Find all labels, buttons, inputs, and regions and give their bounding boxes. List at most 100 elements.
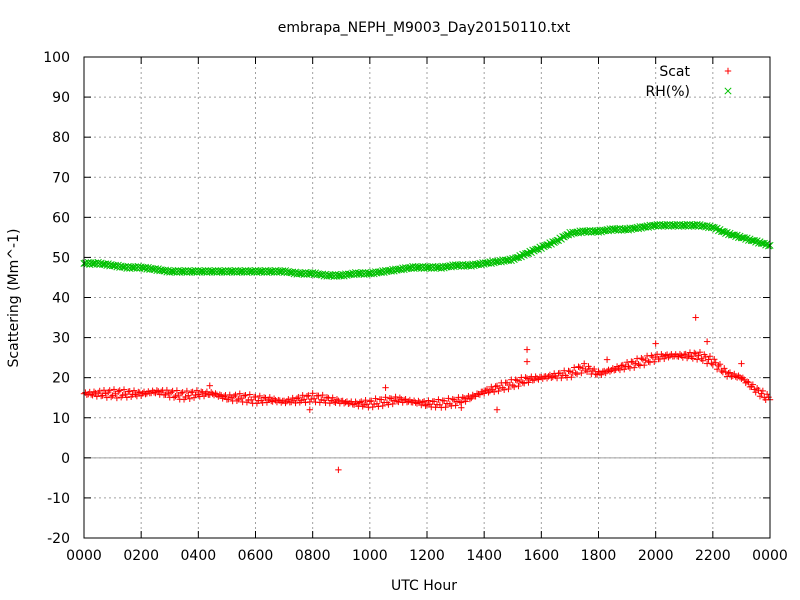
data-point bbox=[299, 392, 306, 399]
data-point bbox=[691, 349, 698, 357]
data-point bbox=[405, 398, 412, 405]
data-point bbox=[182, 393, 189, 401]
data-point bbox=[394, 265, 402, 273]
data-point bbox=[369, 403, 376, 411]
data-point bbox=[123, 394, 131, 401]
data-point bbox=[248, 396, 255, 403]
data-point bbox=[220, 393, 228, 400]
data-point bbox=[90, 388, 98, 395]
outlier-point bbox=[703, 338, 711, 345]
data-point bbox=[344, 270, 352, 278]
data-point bbox=[225, 395, 232, 403]
data-point bbox=[522, 250, 530, 258]
data-point bbox=[738, 375, 745, 382]
data-point bbox=[318, 396, 325, 403]
data-point bbox=[707, 224, 715, 232]
data-point bbox=[226, 391, 233, 399]
data-point bbox=[565, 367, 572, 375]
data-point bbox=[100, 387, 108, 394]
data-point bbox=[763, 391, 771, 398]
plot-border bbox=[83, 56, 771, 539]
x-tick-label: 1000 bbox=[352, 548, 388, 564]
data-point bbox=[260, 394, 268, 401]
data-point bbox=[757, 239, 765, 247]
data-point bbox=[765, 242, 773, 250]
data-point bbox=[578, 369, 585, 377]
data-point bbox=[162, 391, 169, 398]
data-point bbox=[747, 237, 755, 245]
data-point bbox=[305, 392, 312, 399]
data-point bbox=[689, 355, 697, 362]
data-point bbox=[119, 263, 127, 271]
x-tick-label: 0800 bbox=[295, 548, 331, 564]
data-point bbox=[685, 352, 692, 360]
data-point bbox=[500, 386, 508, 393]
data-point bbox=[542, 241, 550, 249]
data-point bbox=[145, 388, 152, 395]
x-tick-label: 1800 bbox=[581, 548, 617, 564]
y-tick-label: 70 bbox=[52, 170, 70, 186]
data-point bbox=[462, 398, 469, 405]
data-point bbox=[109, 262, 117, 270]
data-point bbox=[328, 397, 335, 404]
data-point bbox=[572, 369, 579, 377]
legend: Scat RH(%) bbox=[646, 64, 732, 100]
data-point bbox=[390, 397, 398, 404]
data-point bbox=[623, 359, 631, 366]
data-point bbox=[386, 394, 394, 402]
data-point bbox=[450, 396, 458, 404]
data-point bbox=[316, 399, 324, 406]
data-point bbox=[520, 380, 528, 387]
data-point bbox=[212, 390, 219, 397]
data-point bbox=[422, 402, 429, 410]
data-point bbox=[393, 397, 401, 405]
data-point bbox=[476, 391, 484, 398]
data-point bbox=[232, 391, 239, 399]
data-point bbox=[256, 392, 263, 400]
y-tick-label: 80 bbox=[52, 130, 70, 146]
data-point bbox=[548, 374, 555, 381]
data-point bbox=[107, 393, 115, 401]
data-point bbox=[216, 391, 223, 398]
data-point bbox=[266, 394, 273, 401]
data-point bbox=[512, 254, 520, 262]
data-point bbox=[167, 389, 175, 396]
data-point bbox=[525, 379, 532, 386]
data-point bbox=[725, 369, 732, 377]
data-point bbox=[440, 397, 448, 405]
data-point bbox=[292, 399, 299, 407]
data-point bbox=[106, 387, 113, 394]
data-point bbox=[758, 390, 765, 397]
data-point bbox=[126, 387, 133, 395]
data-point bbox=[619, 361, 626, 369]
data-point bbox=[625, 363, 632, 370]
data-point bbox=[510, 383, 518, 391]
data-point bbox=[199, 389, 206, 396]
data-point bbox=[575, 363, 582, 370]
data-point bbox=[432, 404, 439, 411]
data-point bbox=[472, 260, 480, 268]
data-point bbox=[642, 357, 649, 364]
data-point bbox=[163, 386, 171, 394]
plot-series bbox=[80, 220, 774, 474]
data-point bbox=[711, 356, 718, 363]
data-point bbox=[179, 389, 186, 396]
data-point bbox=[173, 387, 181, 394]
outlier-point bbox=[306, 406, 314, 413]
data-point bbox=[466, 395, 474, 403]
data-point bbox=[598, 371, 605, 378]
y-tick-label: 20 bbox=[52, 371, 70, 387]
grid-lines bbox=[84, 57, 770, 538]
series-scat bbox=[80, 314, 774, 474]
data-point bbox=[751, 386, 758, 393]
data-point bbox=[456, 398, 464, 406]
outlier-point bbox=[652, 340, 659, 347]
data-point bbox=[515, 382, 522, 390]
data-point bbox=[717, 227, 725, 236]
data-point bbox=[185, 392, 192, 399]
data-point bbox=[193, 387, 201, 394]
data-point bbox=[486, 387, 494, 395]
data-point bbox=[159, 266, 167, 275]
data-point bbox=[309, 390, 316, 397]
